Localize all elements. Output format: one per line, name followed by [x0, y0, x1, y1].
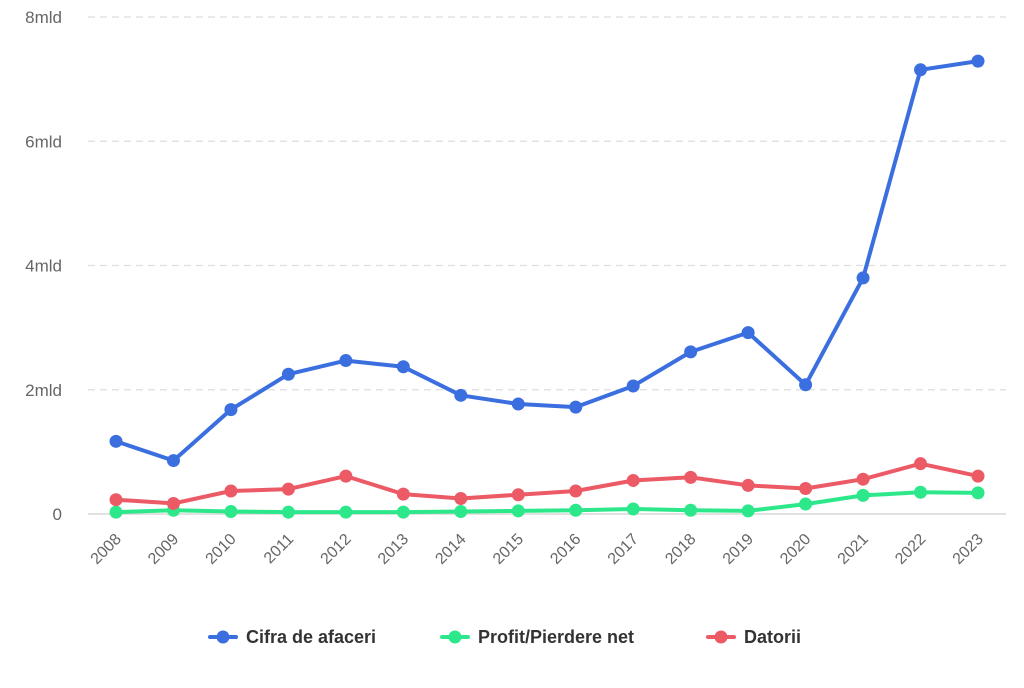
legend-marker-dot — [714, 630, 728, 644]
data-point[interactable] — [454, 491, 468, 505]
x-tick-label: 2014 — [432, 531, 469, 568]
legend-label: Cifra de afaceri — [246, 627, 376, 647]
x-tick-label: 2021 — [835, 531, 872, 568]
data-point[interactable] — [741, 478, 755, 492]
data-point[interactable] — [914, 63, 928, 77]
data-point[interactable] — [569, 484, 583, 498]
data-point[interactable] — [396, 487, 410, 501]
y-tick-label: 2mld — [25, 381, 62, 400]
x-tick-label: 2010 — [203, 531, 240, 568]
data-point[interactable] — [856, 488, 870, 502]
data-point[interactable] — [281, 367, 295, 381]
legend: Cifra de afaceri Profit/Pierdere net Dator… — [208, 627, 801, 647]
data-point[interactable] — [339, 354, 353, 368]
legend-item-cifra-de-afaceri[interactable]: Cifra de afaceri — [208, 627, 376, 647]
data-point[interactable] — [971, 486, 985, 500]
data-point[interactable] — [626, 502, 640, 516]
x-tick-label: 2011 — [261, 531, 297, 567]
data-point[interactable] — [339, 469, 353, 483]
data-point[interactable] — [511, 488, 525, 502]
y-tick-label: 4mld — [25, 257, 62, 276]
x-tick-label: 2012 — [318, 531, 355, 568]
x-tick-label: 2023 — [950, 531, 987, 568]
series-profit-pierdere-net — [109, 485, 985, 519]
series-cifra-de-afaceri — [109, 54, 985, 468]
x-tick-label: 2017 — [605, 531, 642, 568]
y-axis-ticks: 0 2mld 4mld 6mld 8mld — [25, 8, 62, 524]
data-point[interactable] — [109, 505, 123, 519]
data-point[interactable] — [511, 397, 525, 411]
data-point[interactable] — [569, 400, 583, 414]
y-tick-label: 6mld — [25, 132, 62, 151]
legend-label: Datorii — [744, 627, 801, 647]
data-point[interactable] — [281, 505, 295, 519]
legend-marker-dot — [448, 630, 462, 644]
x-axis-ticks: 2008 2009 2010 2011 2012 2013 2014 2015 2016 2017… — [88, 531, 987, 568]
data-point[interactable] — [569, 503, 583, 517]
x-tick-label: 2022 — [892, 531, 929, 568]
x-tick-label: 2015 — [490, 531, 527, 568]
data-point[interactable] — [799, 378, 813, 392]
data-point[interactable] — [396, 360, 410, 374]
legend-label: Profit/Pierdere net — [478, 627, 634, 647]
grid-lines — [88, 16, 1006, 515]
data-point[interactable] — [856, 271, 870, 285]
data-point[interactable] — [626, 379, 640, 393]
x-tick-label: 2008 — [88, 531, 125, 568]
data-point[interactable] — [396, 505, 410, 519]
data-point[interactable] — [741, 504, 755, 518]
x-tick-label: 2018 — [662, 531, 699, 568]
data-point[interactable] — [626, 473, 640, 487]
legend-item-datorii[interactable]: Datorii — [706, 627, 801, 647]
series-line — [114, 490, 980, 515]
data-point[interactable] — [166, 454, 180, 468]
data-point[interactable] — [109, 434, 123, 448]
data-point[interactable] — [109, 493, 123, 507]
data-point[interactable] — [799, 497, 813, 511]
legend-item-profit-pierdere-net[interactable]: Profit/Pierdere net — [440, 627, 634, 647]
data-point[interactable] — [224, 484, 238, 498]
series-lines — [109, 54, 985, 519]
data-point[interactable] — [684, 345, 698, 359]
data-point[interactable] — [971, 469, 985, 483]
data-point[interactable] — [511, 504, 525, 518]
data-point[interactable] — [741, 326, 755, 340]
series-line — [114, 59, 980, 463]
series-line — [114, 461, 980, 506]
data-point[interactable] — [684, 470, 698, 484]
data-point[interactable] — [799, 482, 813, 496]
data-point[interactable] — [454, 505, 468, 519]
x-tick-label: 2009 — [145, 531, 182, 568]
data-point[interactable] — [914, 485, 928, 499]
data-point[interactable] — [224, 403, 238, 417]
data-point[interactable] — [454, 388, 468, 402]
x-tick-label: 2016 — [547, 531, 584, 568]
data-point[interactable] — [914, 457, 928, 471]
data-point[interactable] — [166, 496, 180, 510]
data-point[interactable] — [339, 505, 353, 519]
x-tick-label: 2020 — [777, 531, 814, 568]
x-tick-label: 2013 — [375, 531, 412, 568]
data-point[interactable] — [281, 482, 295, 496]
legend-marker-dot — [216, 630, 230, 644]
y-tick-label: 0 — [53, 505, 62, 524]
y-tick-label: 8mld — [25, 8, 62, 27]
series-datorii — [109, 457, 985, 510]
data-point[interactable] — [224, 505, 238, 519]
x-tick-label: 2019 — [720, 531, 757, 568]
data-point[interactable] — [684, 503, 698, 517]
data-point[interactable] — [971, 54, 985, 68]
data-point[interactable] — [856, 472, 870, 486]
